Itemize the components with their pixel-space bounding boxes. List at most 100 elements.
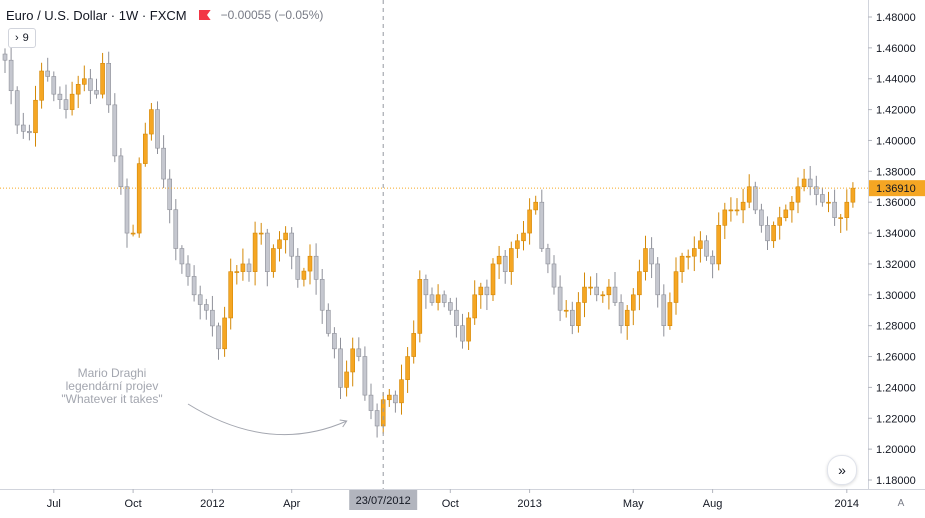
candle — [124, 178, 130, 248]
candle-body — [417, 279, 423, 334]
price-axis-background — [868, 0, 925, 513]
candle — [820, 187, 825, 207]
price-tick-label: 1.32000 — [876, 259, 916, 271]
candle — [728, 197, 734, 222]
candle-body — [759, 209, 764, 226]
flag-icon[interactable] — [198, 10, 211, 20]
candle-body — [746, 186, 752, 203]
candle-body — [716, 225, 722, 265]
candle — [844, 189, 850, 231]
price-tick-label: 1.44000 — [876, 74, 916, 86]
candle — [545, 243, 551, 274]
legend-separator: · — [107, 7, 119, 23]
candle-body — [545, 248, 551, 265]
candle — [783, 204, 789, 222]
candle — [246, 258, 252, 282]
candle-body — [240, 263, 246, 272]
candle-body — [271, 248, 276, 272]
annotation-arrowhead — [339, 419, 348, 428]
candle — [149, 102, 154, 141]
candle — [527, 198, 532, 245]
candle-body — [606, 286, 612, 296]
candle-body — [386, 394, 392, 401]
candle — [258, 222, 264, 245]
price-tick-label: 1.34000 — [876, 228, 916, 240]
candle-body — [124, 186, 130, 234]
candle — [307, 244, 313, 285]
candle-body — [698, 240, 703, 249]
candle — [698, 231, 703, 263]
candle — [167, 169, 172, 224]
candle — [234, 265, 240, 285]
candle-body — [57, 93, 63, 100]
price-tick-label: 1.40000 — [876, 135, 916, 147]
candle — [185, 255, 191, 286]
candle-body — [502, 255, 508, 272]
candle — [143, 122, 148, 167]
candle-body — [527, 209, 532, 234]
indicators-toggle-button[interactable]: › 9 — [8, 28, 36, 48]
candle — [82, 65, 87, 92]
candle — [752, 181, 758, 215]
candle-body — [39, 70, 44, 101]
annotation-text: "Whatever it takes" — [61, 392, 162, 406]
candle-body — [14, 90, 20, 126]
candle — [63, 84, 69, 119]
candle — [173, 199, 179, 261]
price-tick-label: 1.48000 — [876, 12, 916, 24]
candle-body — [435, 294, 441, 303]
candle-body — [454, 309, 459, 326]
candle — [582, 272, 587, 318]
candle — [374, 403, 380, 438]
candle-body — [533, 201, 539, 211]
legend-interval[interactable]: 1W — [118, 7, 139, 23]
candle-body — [447, 302, 453, 311]
candle — [441, 290, 447, 308]
candle — [2, 48, 8, 74]
candle-body — [820, 194, 825, 203]
candle-body — [551, 263, 557, 288]
candle — [710, 250, 715, 279]
time-tick-label: 2012 — [200, 498, 224, 510]
candle-body — [582, 286, 587, 303]
candle — [344, 360, 349, 397]
candle — [264, 228, 270, 287]
candle-body — [112, 104, 118, 157]
candle-body — [399, 379, 404, 404]
candle — [704, 235, 709, 261]
candle — [740, 188, 746, 224]
candle-body — [722, 209, 728, 226]
auto-scale-button[interactable]: A — [897, 498, 905, 509]
candle-body — [405, 356, 410, 380]
candle-body — [94, 90, 99, 95]
candle — [112, 93, 118, 163]
candle-body — [844, 201, 850, 218]
scroll-to-realtime-button[interactable]: » — [827, 455, 857, 485]
candle — [417, 270, 423, 343]
candle — [478, 282, 484, 309]
candle-body — [838, 217, 844, 219]
candle-body — [33, 99, 38, 134]
candle-body — [75, 84, 81, 95]
legend-separator: · — [138, 7, 150, 23]
candle-body — [161, 147, 166, 180]
candle-body — [832, 201, 837, 218]
candle — [399, 364, 404, 415]
time-tick-label: Oct — [125, 498, 142, 510]
candle — [795, 177, 801, 214]
candle — [14, 86, 20, 134]
time-axis[interactable]: Jul Oct 2012 Apr Oct 2013 May Aug 2014 23/07/2012 — [0, 489, 925, 513]
candle-body — [484, 286, 490, 296]
candle-body — [630, 294, 636, 311]
candle — [466, 312, 471, 351]
candle-body — [691, 248, 697, 257]
candle — [807, 165, 813, 196]
candle-body — [850, 187, 856, 203]
price-tick-label: 1.20000 — [876, 444, 916, 456]
candle — [429, 287, 435, 306]
time-tick-label: May — [623, 498, 644, 510]
candle-body — [661, 294, 667, 326]
